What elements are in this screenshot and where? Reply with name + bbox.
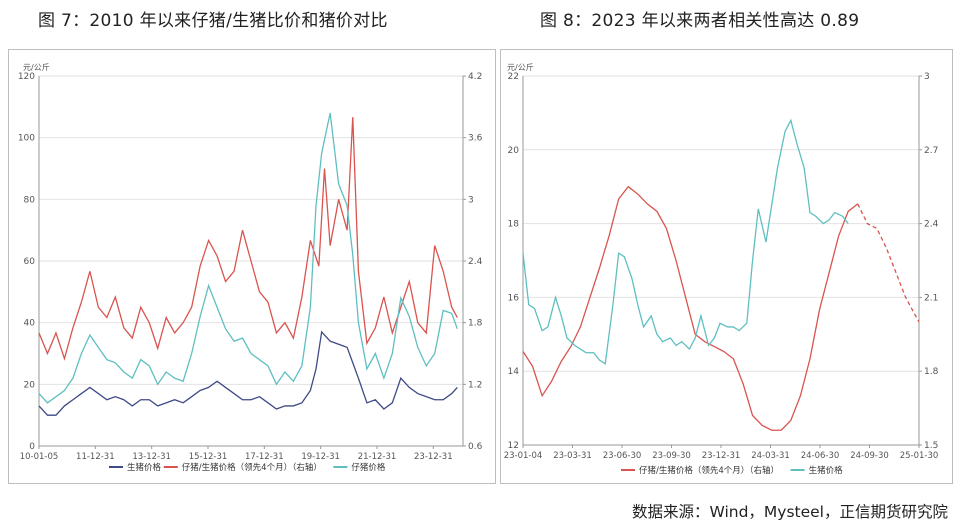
series-line (38, 117, 458, 361)
unit-label: 元/公斤 (507, 62, 534, 72)
x-tick-label: 11-12-31 (76, 452, 115, 462)
y-left-tick-label: 12 (508, 441, 519, 451)
legend-label: 仔猪/生猪价格（领先4个月）（右轴） (639, 465, 779, 476)
y-left-tick-label: 60 (24, 257, 36, 267)
y-left-tick-label: 20 (508, 146, 520, 156)
x-tick-label: 24-09-30 (850, 451, 889, 461)
y-right-tick-label: 2.4 (468, 257, 483, 267)
x-tick-label: 23-12-31 (414, 452, 453, 462)
y-left-tick-label: 18 (508, 220, 520, 230)
legend-label: 生猪价格 (809, 465, 844, 476)
y-right-tick-label: 0.6 (468, 442, 483, 452)
x-tick-label: 23-09-30 (652, 451, 691, 461)
chart-panel-right: 元/公斤 12 14 16 18 20 22 1.5 1.8 2.1 2.4 2.7 3 23-01-04… (500, 49, 953, 484)
y-right-tick-label: 4.2 (468, 72, 482, 82)
chart-title-right: 图 8：2023 年以来两者相关性高达 0.89 (540, 11, 860, 31)
y-left-tick-label: 22 (508, 72, 519, 82)
data-source-note: 数据来源：Wind，Mysteel，正信期货研究院 (631, 503, 948, 521)
y-right-tick-label: 3.6 (468, 134, 483, 144)
y-right-tick-label: 1.8 (468, 319, 483, 329)
y-right-tick-label: 1.8 (924, 367, 939, 377)
series-line-dashed (857, 203, 920, 323)
unit-label: 元/公斤 (23, 62, 50, 72)
x-tick-label: 23-01-04 (504, 451, 543, 461)
series-line (38, 330, 458, 416)
y-left-tick-label: 80 (24, 195, 36, 205)
series-line (38, 112, 458, 404)
chart-panel-left: 元/公斤 0 20 40 60 80 100 120 0.6 1.2 1.8 2.4 3 3.6 4.2 10… (8, 49, 496, 484)
line-chart-left: 元/公斤 0 20 40 60 80 100 120 0.6 1.2 1.8 2.4 3 3.6 4.2 10… (18, 62, 483, 473)
chart-title-left: 图 7：2010 年以来仔猪/生猪比价和猪价对比 (38, 11, 388, 31)
y-right-tick-label: 3 (924, 72, 930, 82)
y-right-tick-label: 2.7 (924, 146, 938, 156)
x-tick-label: 13-12-31 (132, 452, 171, 462)
y-left-tick-label: 120 (18, 72, 35, 82)
x-tick-label: 23-12-31 (702, 451, 741, 461)
x-tick-label: 10-01-05 (20, 452, 59, 462)
x-tick-label: 17-12-31 (245, 452, 284, 462)
y-left-tick-label: 100 (18, 134, 35, 144)
x-tick-label: 24-03-31 (751, 451, 790, 461)
y-right-tick-label: 1.2 (468, 380, 482, 390)
y-left-tick-label: 14 (508, 367, 520, 377)
series-line (522, 118, 849, 365)
x-tick-label: 24-06-30 (801, 451, 840, 461)
y-left-tick-label: 20 (24, 380, 36, 390)
x-tick-label: 15-12-31 (189, 452, 228, 462)
x-tick-label: 21-12-31 (358, 452, 397, 462)
x-tick-label: 25-01-30 (900, 451, 939, 461)
x-tick-label: 19-12-31 (301, 452, 340, 462)
x-tick-label: 23-06-30 (603, 451, 642, 461)
line-chart-right: 元/公斤 12 14 16 18 20 22 1.5 1.8 2.1 2.4 2.7 3 23-01-04… (504, 62, 939, 476)
series-line (522, 185, 859, 431)
y-left-tick-label: 0 (29, 442, 35, 452)
y-right-tick-label: 3 (468, 195, 474, 205)
y-right-tick-label: 1.5 (924, 441, 938, 451)
y-left-tick-label: 40 (24, 319, 36, 329)
legend-label: 仔猪/生猪价格（领先4个月）（右轴） (182, 462, 322, 473)
x-tick-label: 23-03-31 (553, 451, 592, 461)
y-right-tick-label: 2.4 (924, 220, 939, 230)
legend-label: 仔猪价格 (351, 462, 386, 473)
legend-label: 生猪价格 (127, 462, 162, 473)
y-right-tick-label: 2.1 (924, 293, 938, 303)
y-left-tick-label: 16 (508, 293, 520, 303)
